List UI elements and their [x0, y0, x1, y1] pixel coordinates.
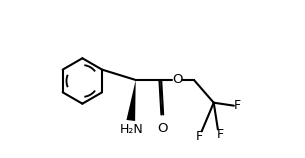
Text: F: F: [234, 99, 241, 112]
Text: F: F: [217, 128, 224, 141]
Polygon shape: [127, 80, 136, 121]
Text: F: F: [195, 130, 203, 143]
Text: O: O: [172, 73, 182, 86]
Text: O: O: [157, 122, 168, 135]
Text: H₂N: H₂N: [120, 123, 144, 137]
